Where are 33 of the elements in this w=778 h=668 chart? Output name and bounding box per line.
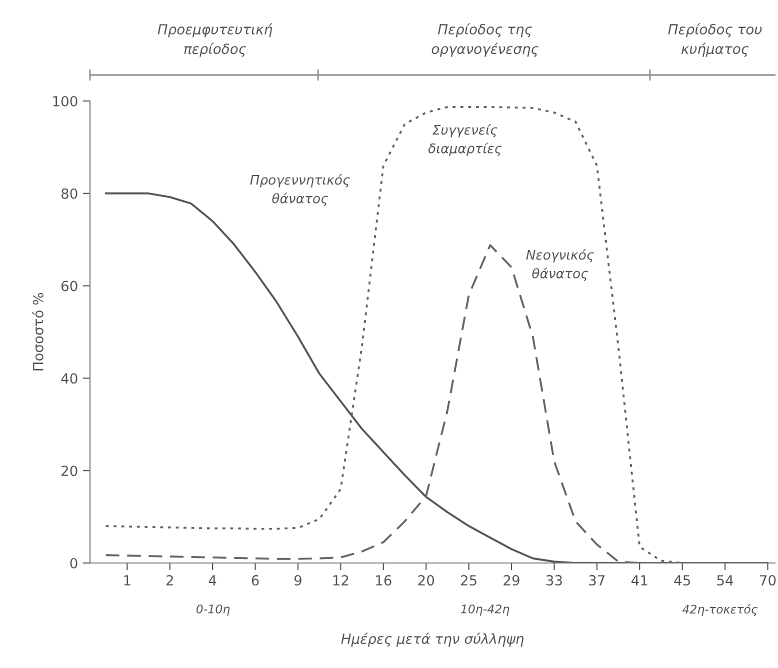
text: 10η-42η — [460, 604, 510, 616]
y-tick-label: 80 — [61, 188, 78, 199]
x-tick-label: 9 — [294, 575, 302, 586]
x-tick-label: 1 — [124, 575, 130, 586]
text: Προεμφυτευτική περίοδος — [158, 23, 272, 57]
y-axis-title: Ποσοστό % — [32, 293, 44, 370]
y-tick-label: 40 — [61, 373, 78, 384]
y-tick-label: 100 — [53, 96, 78, 106]
x-tick-label: 20 — [418, 575, 434, 586]
x-tick-label: 37 — [589, 575, 605, 586]
annotation: Προγεννητικός θάνατος — [250, 174, 350, 206]
text: Περίοδος της οργανογένεσης — [432, 23, 538, 57]
x-tick-label: 54 — [717, 575, 734, 586]
x-tick-label: 12 — [333, 575, 348, 586]
annotation: Νεογνικός θάνατος — [526, 249, 594, 281]
x-tick-label: 29 — [504, 575, 520, 586]
y-tick-label: 20 — [62, 466, 78, 476]
x-tick-label: 45 — [674, 575, 690, 586]
x-tick-label: 41 — [631, 575, 648, 586]
y-tick-label: 60 — [61, 280, 78, 292]
x-tick-label: 16 — [376, 575, 392, 586]
x-tick-label: 2 — [166, 575, 173, 586]
annotation: Συγγενείς διαμαρτίες — [428, 124, 502, 156]
x-tick-label: 70 — [760, 575, 776, 586]
x-tick-label: 33 — [546, 575, 562, 586]
text: 0-10η — [196, 604, 230, 616]
text: 42η-τοκετός — [682, 604, 758, 616]
text: Περίοδος του κυήματος — [668, 23, 762, 57]
x-axis-title: Ημέρες μετά την σύλληψη — [341, 632, 524, 647]
x-tick-label: 6 — [252, 575, 259, 586]
x-tick-label: 4 — [208, 575, 216, 586]
x-tick-label: 25 — [460, 575, 476, 586]
y-tick-label: 0 — [70, 558, 78, 568]
